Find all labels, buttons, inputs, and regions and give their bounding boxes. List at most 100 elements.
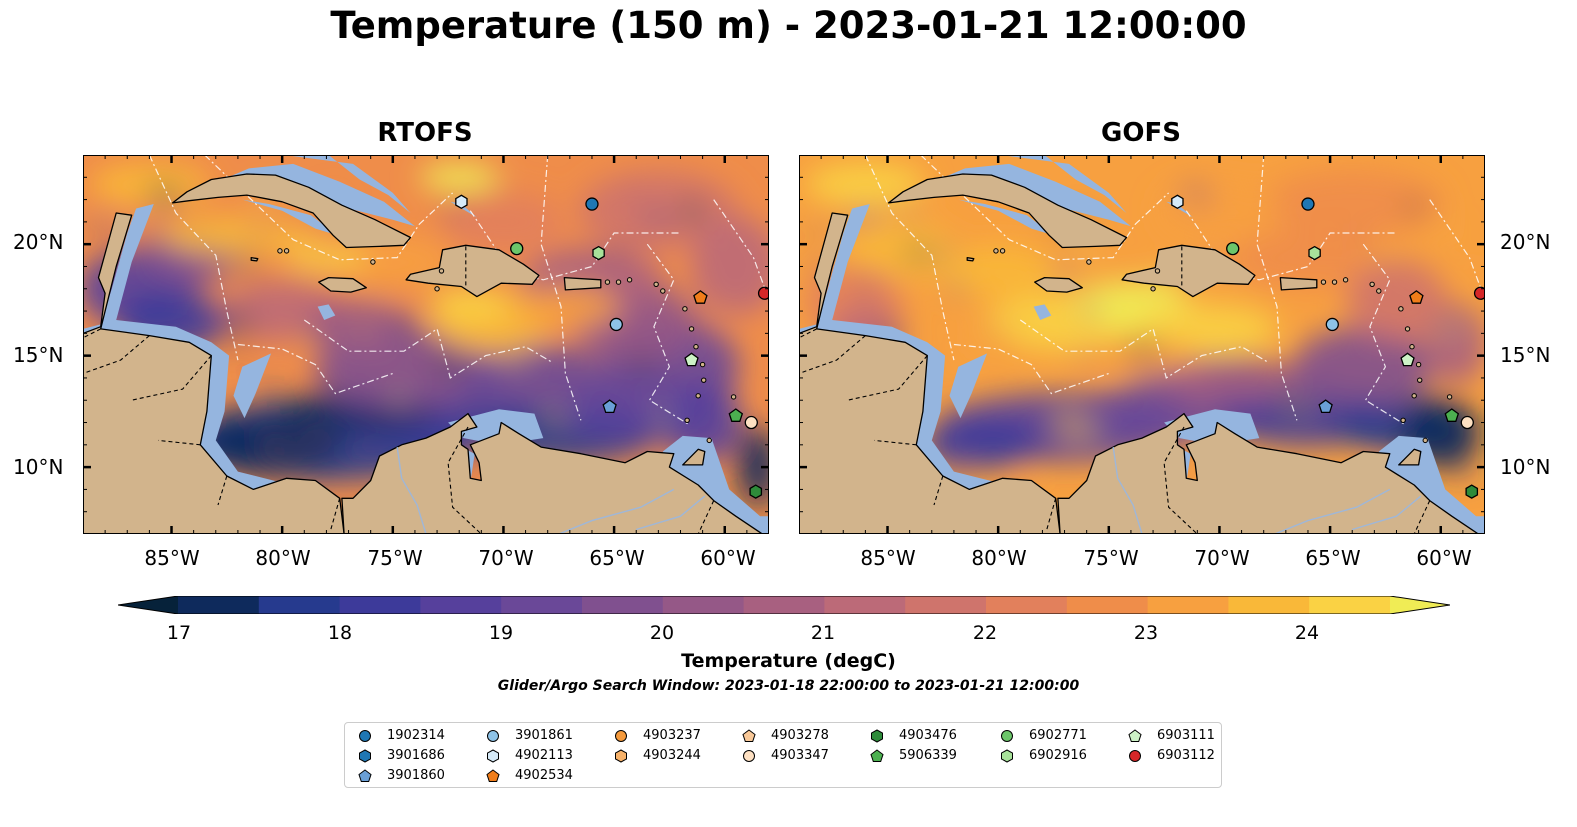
float-marker-1902314[interactable] [585, 197, 599, 211]
temperature-patch [1358, 246, 1396, 264]
temperature-patch [356, 441, 376, 454]
legend-label: 4903244 [643, 748, 701, 763]
float-marker-4902113[interactable] [1171, 194, 1184, 210]
eez-boundary [1362, 243, 1406, 426]
float-marker-4903347[interactable] [744, 415, 758, 430]
country-border [1413, 500, 1431, 534]
river [396, 447, 427, 534]
country-border [447, 426, 482, 534]
colorbar-segment [258, 596, 341, 614]
temperature-patch [623, 358, 660, 372]
temperature-patch [1267, 393, 1302, 419]
eez-boundary [1256, 155, 1298, 421]
float-marker-4902113[interactable] [455, 194, 468, 210]
float-marker-3901861[interactable] [609, 317, 623, 332]
legend-label: 4902534 [515, 768, 573, 783]
legend-label: 4903476 [899, 728, 957, 743]
legend-marker-icon [1001, 730, 1013, 742]
lon-label-65w-left: 65°W [589, 546, 645, 570]
temperature-patch [199, 271, 217, 290]
colorbar-segment [662, 596, 745, 614]
temperature-patch [920, 420, 1041, 469]
lon-label-85w-right: 85°W [860, 546, 916, 570]
float-marker-4902534[interactable] [693, 290, 708, 304]
temperature-patch [1138, 302, 1279, 355]
float-legend: 1902314 3901686 3901860 3901861 4902113 … [344, 722, 1222, 788]
float-marker-5906339[interactable] [728, 408, 744, 422]
float-marker-6902771[interactable] [510, 241, 524, 256]
float-marker-3901861[interactable] [1325, 317, 1339, 332]
map-panel-gofs[interactable] [799, 155, 1485, 534]
temperature-patch [286, 243, 367, 272]
float-marker-4903476[interactable] [749, 484, 763, 499]
temperature-patch [244, 251, 260, 277]
temperature-patch [1177, 180, 1213, 203]
lon-label-60w-right: 60°W [1416, 546, 1472, 570]
float-marker-4903347[interactable] [1460, 415, 1474, 430]
temperature-patch [901, 245, 934, 262]
float-marker-6902771[interactable] [1226, 241, 1240, 256]
eez-boundary [237, 343, 393, 395]
lat-label-20n-left: 20°N [13, 230, 64, 254]
shelf-water [1033, 304, 1052, 320]
temperature-patch [606, 244, 631, 253]
temperature-patch [1045, 416, 1082, 436]
float-marker-3901860[interactable] [602, 399, 617, 414]
float-marker-6903111[interactable] [684, 352, 699, 367]
float-marker-6902916[interactable] [1308, 245, 1321, 261]
float-marker-3901860[interactable] [1318, 399, 1333, 414]
float-marker-5906339[interactable] [1444, 408, 1460, 422]
temperature-patch [306, 429, 325, 450]
land-southAmerica [341, 412, 769, 534]
legend-marker-icon [870, 749, 884, 762]
country-border [1163, 426, 1198, 534]
temperature-patch [247, 218, 270, 241]
float-marker-4902534[interactable] [1409, 290, 1424, 304]
legend-label: 4903237 [643, 728, 701, 743]
small-island [699, 361, 706, 368]
temperature-patch [1383, 397, 1403, 410]
shelf-water [242, 199, 338, 236]
eez-boundary [646, 243, 690, 426]
small-island [1376, 288, 1382, 294]
temperature-patch [442, 206, 463, 220]
temperature-patch [1426, 304, 1485, 385]
legend-label: 3901861 [515, 728, 573, 743]
temperature-patch [1453, 467, 1472, 480]
temperature-patch [1186, 373, 1216, 397]
colorbar-segment [1066, 596, 1149, 614]
eez-boundary [864, 155, 955, 361]
temperature-patch [567, 337, 604, 358]
small-island [1417, 377, 1423, 383]
colorbar-segment [582, 596, 664, 614]
legend-label: 1902314 [387, 728, 445, 743]
temperature-patch [656, 406, 671, 427]
legend-marker-icon [358, 769, 372, 782]
shelf-water [233, 353, 272, 419]
legend-label: 5906339 [899, 748, 957, 763]
temperature-patch [443, 191, 564, 252]
float-marker-6902916[interactable] [592, 245, 605, 261]
eez-boundary [540, 155, 582, 421]
temperature-patch [496, 352, 532, 368]
shelf-water [317, 304, 336, 320]
float-marker-4903476[interactable] [1465, 484, 1479, 499]
float-marker-6903111[interactable] [1400, 352, 1415, 367]
small-island [1411, 393, 1417, 399]
colorbar-segment [1309, 596, 1391, 614]
small-island [1342, 277, 1349, 283]
map-panel-rtofs[interactable] [83, 155, 769, 534]
lon-label-65w-right: 65°W [1305, 546, 1361, 570]
land-caymanIsland [250, 256, 259, 262]
land-southAmerica [1057, 412, 1485, 534]
legend-marker-icon [871, 729, 883, 743]
temperature-patch [1433, 222, 1462, 235]
country-border [799, 328, 817, 339]
float-marker-6903112[interactable] [757, 286, 769, 300]
float-marker-6903112[interactable] [1473, 286, 1485, 300]
legend-marker-icon [359, 730, 371, 742]
colorbar-extend-low [118, 596, 178, 614]
small-island [688, 326, 695, 332]
float-marker-1902314[interactable] [1301, 197, 1315, 211]
temperature-patch [1401, 202, 1427, 213]
